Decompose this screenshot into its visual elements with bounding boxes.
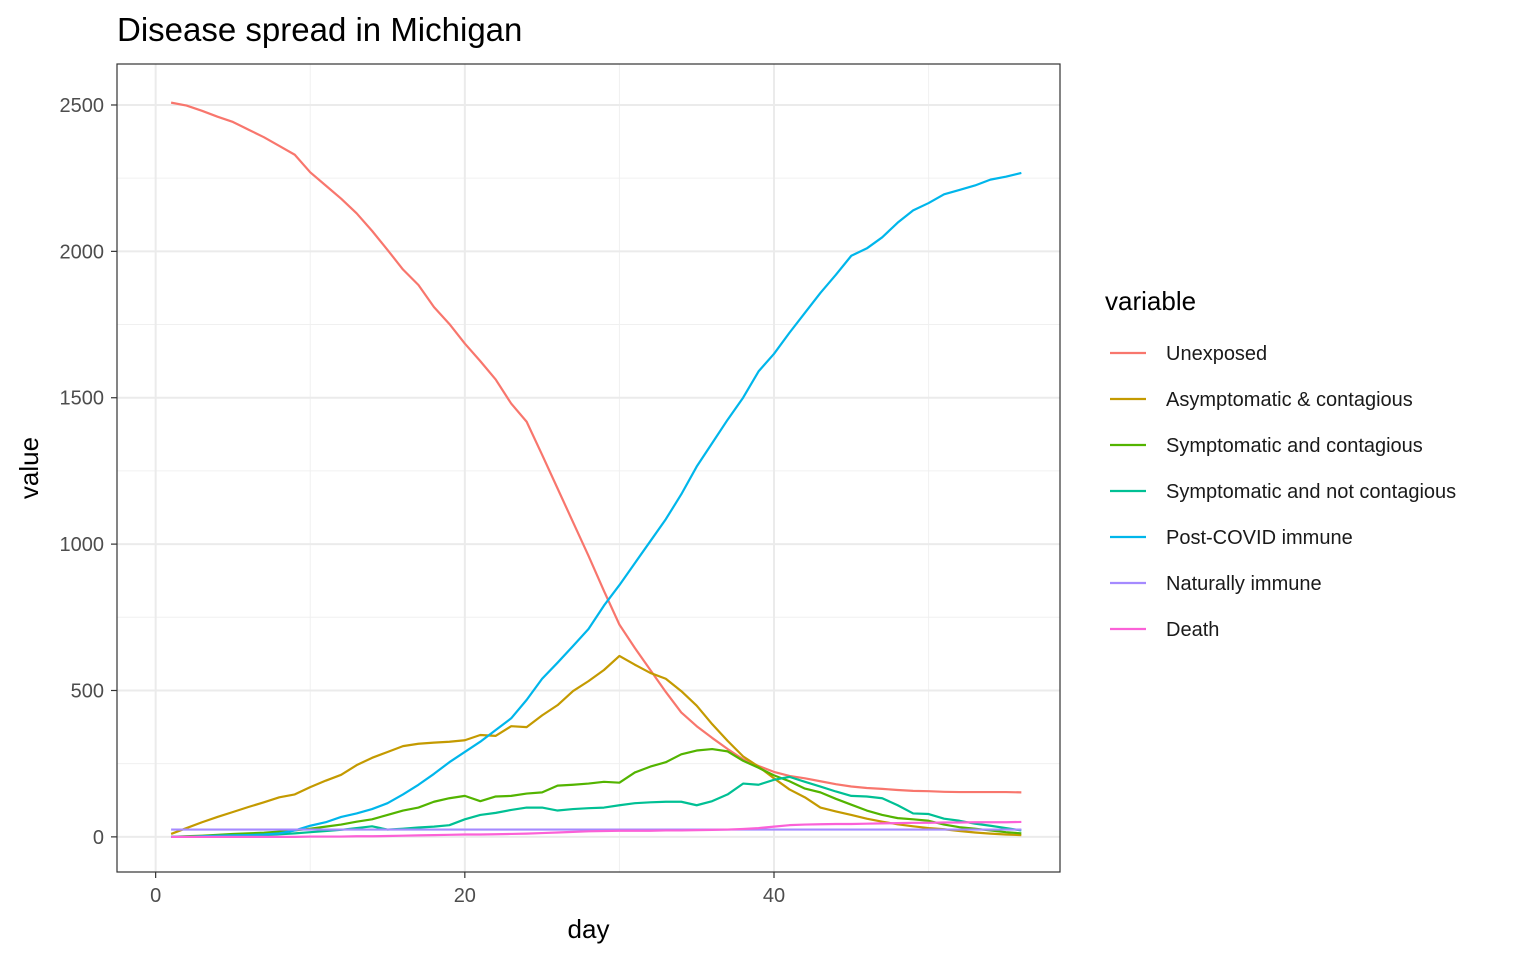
legend-label: Asymptomatic & contagious [1166, 389, 1413, 411]
legend-items: Unexposed Asymptomatic & contagious Sympto… [1110, 343, 1456, 641]
y-tick-label: 500 [71, 680, 104, 702]
x-tick-label: 0 [150, 885, 161, 907]
chart-title: Disease spread in Michigan [117, 11, 522, 48]
legend-label: Symptomatic and contagious [1166, 435, 1423, 457]
plot-panel-background [117, 64, 1060, 872]
legend-label: Naturally immune [1166, 573, 1322, 595]
legend-item-naturally-immune: Naturally immune [1110, 573, 1322, 595]
x-tick-label: 40 [763, 885, 785, 907]
series-line-symptomatic-and-not-contagious [171, 775, 1022, 838]
series-lines [170, 101, 1022, 838]
x-axis-title: day [568, 914, 610, 944]
y-tick-label: 2000 [60, 241, 105, 263]
y-axis-title: value [14, 437, 44, 499]
y-tick-label: 1500 [60, 388, 105, 410]
legend-label: Symptomatic and not contagious [1166, 481, 1456, 503]
series-line-symptomatic-and-contagious [171, 747, 1022, 838]
y-axis: 0 500 1000 1500 2000 2500 [60, 95, 117, 849]
minor-gridlines [117, 64, 1060, 872]
y-tick-label: 2500 [60, 95, 105, 117]
x-axis: 0 20 40 [150, 872, 785, 907]
series-line-death [171, 820, 1022, 838]
y-tick-label: 0 [93, 827, 104, 849]
y-tick-label: 1000 [60, 534, 105, 556]
series-line-unexposed [170, 101, 1022, 794]
legend-label: Post-COVID immune [1166, 527, 1353, 549]
legend-title: variable [1105, 286, 1196, 316]
legend-item-unexposed: Unexposed [1110, 343, 1267, 365]
legend-item-symptomatic-and-not-contagious: Symptomatic and not contagious [1110, 481, 1456, 503]
x-tick-label: 20 [454, 885, 476, 907]
legend-item-asymptomatic-contagious: Asymptomatic & contagious [1110, 389, 1413, 411]
series-line-post-covid-immune [171, 171, 1022, 838]
legend-item-post-covid-immune: Post-COVID immune [1110, 527, 1353, 549]
legend-item-death: Death [1110, 619, 1219, 641]
legend-item-symptomatic-and-contagious: Symptomatic and contagious [1110, 435, 1423, 457]
legend-label: Unexposed [1166, 343, 1267, 365]
plot-panel [116, 63, 1061, 873]
series-line-asymptomatic-contagious [170, 654, 1022, 837]
plot-panel-border [116, 63, 1061, 873]
legend: variable Unexposed Asymptomatic & contagi… [1105, 286, 1456, 641]
legend-label: Death [1166, 619, 1219, 641]
